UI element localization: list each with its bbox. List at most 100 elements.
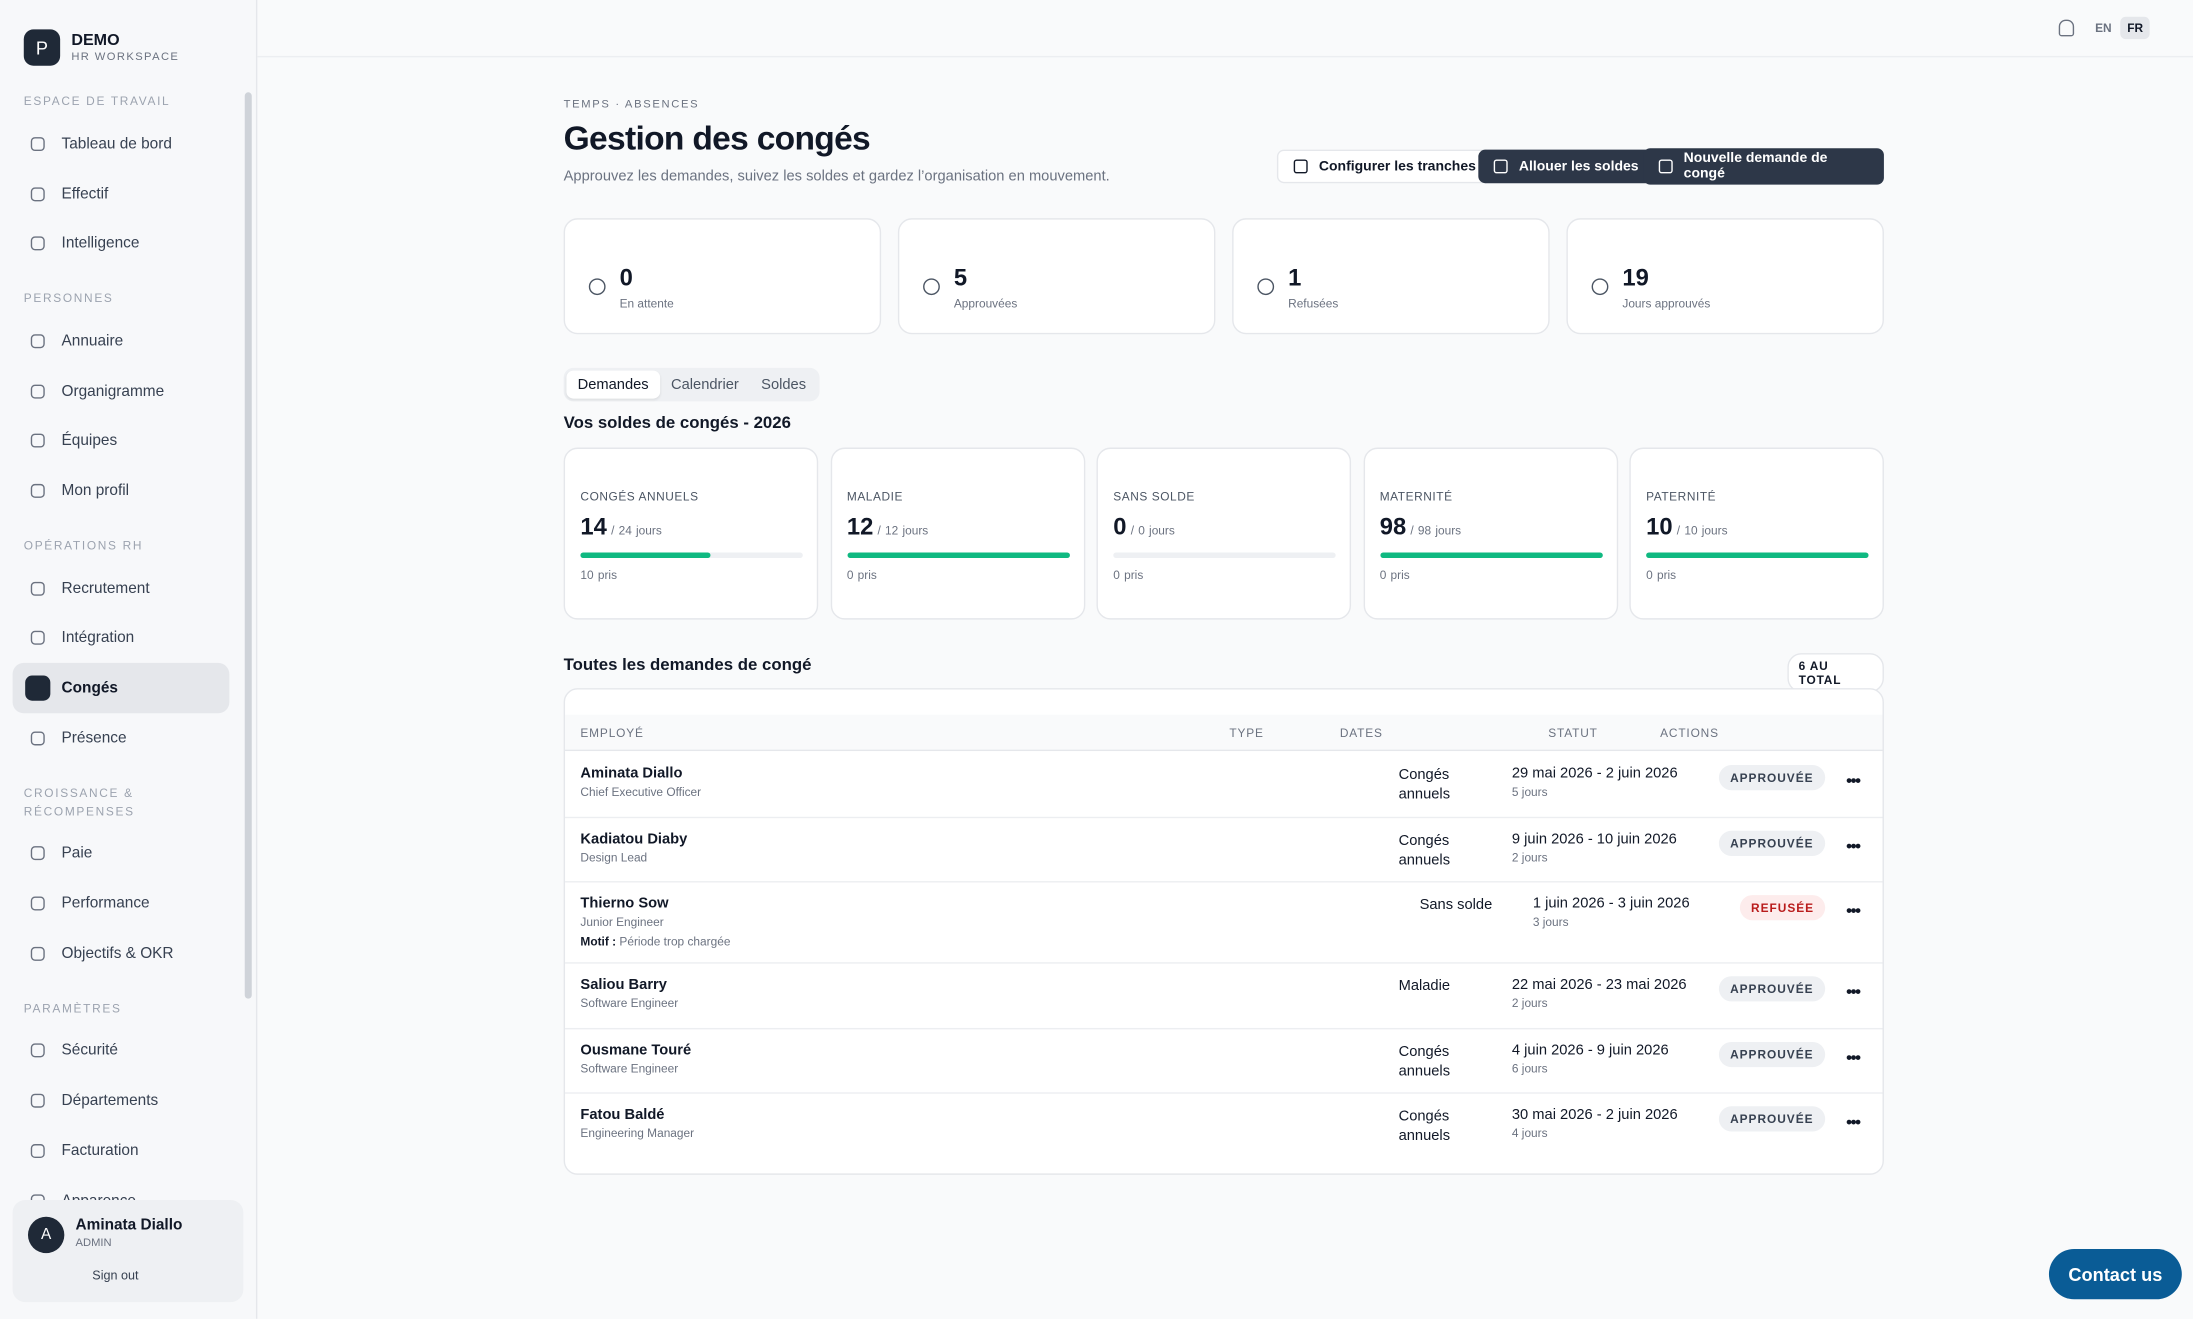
tab[interactable]: Calendrier [671,376,739,394]
nav-item[interactable]: Annuaire [13,316,230,366]
balance-taken: 0 pris [1113,568,1143,582]
row-actions[interactable]: ••• [1846,1111,1861,1132]
status-badge: APPROUVÉE [1718,765,1825,791]
reason-label: Motif : [580,934,617,949]
nav-label: Recrutement [61,579,150,597]
leave-type: Maladie [1398,977,1451,995]
row-actions[interactable]: ••• [1846,900,1861,921]
balance-taken: 0 pris [1646,568,1676,582]
balance-track [846,552,1070,559]
requests-table: EMPLOYÉ TYPE DATES STATUT ACTIONS Aminata Di… [563,688,1884,1175]
nav-icon [25,675,51,701]
nav-item[interactable]: Départements [13,1076,230,1126]
nav-label: Présence [61,729,127,747]
button-icon [1658,159,1673,174]
status-badge: REFUSÉE [1739,895,1826,921]
button-label: Configurer les tranches [1318,158,1476,175]
nav-item[interactable]: Facturation [13,1126,230,1176]
nav-icon [30,483,45,498]
nav-item[interactable]: Sécurité [13,1026,230,1076]
action-button[interactable]: Nouvelle demande de congé [1643,148,1884,185]
nav-item[interactable]: Intelligence [13,219,230,269]
column-header: EMPLOYÉ [580,725,644,740]
page-subtitle: Approuvez les demandes, suivez les solde… [563,167,1110,185]
button-icon [1293,159,1308,174]
balance-amount: 10/10 jours [1646,513,1727,541]
nav-icon [30,581,45,596]
nav-label: Effectif [61,185,109,203]
balance-total: 10 [1684,523,1698,538]
employee-name: Fatou Baldé [580,1106,665,1124]
balance-remaining: 14 [580,513,607,540]
nav-item[interactable]: Organigramme [13,366,230,416]
user-avatar: A [27,1216,65,1254]
nav-item[interactable]: Équipes [13,416,230,466]
language[interactable]: FR [2120,16,2151,40]
request-row: Fatou Baldé Engineering Manager Congés ann… [565,1092,1882,1168]
nav-item[interactable]: Congés [12,663,230,714]
nav-item[interactable]: Recrutement [13,563,230,613]
employee-name: Kadiatou Diaby [580,830,688,847]
brand-text: DEMO HR WORKSPACE [71,32,179,63]
nav-icon [30,896,45,911]
stat-label: En attente [619,296,674,311]
action-button[interactable]: Allouer les soldes [1478,149,1654,184]
nav-label: Annuaire [61,332,124,350]
leave-duration: 4 jours [1511,1125,1548,1140]
employee-role: Junior Engineer [580,914,664,929]
balance-total: 24 [618,523,632,538]
user-name: Aminata Diallo [75,1216,183,1234]
nav-label: Organigramme [61,382,165,400]
stat-icon [923,278,940,296]
nav-item[interactable]: Intégration [13,613,230,663]
taken-unit: pris [1124,567,1144,582]
row-actions[interactable]: ••• [1846,770,1861,791]
row-actions[interactable]: ••• [1846,835,1861,856]
nav-item[interactable]: Effectif [13,169,230,219]
nav-item[interactable]: Mon profil [13,466,230,516]
balance-separator: / [877,523,881,538]
balance-taken: 0 pris [1380,568,1410,582]
nav-item[interactable]: Tableau de bord [13,119,230,169]
nav-icon [30,334,45,349]
balance-taken: 10 pris [580,568,617,582]
action-button[interactable]: Configurer les tranches [1276,149,1493,184]
row-actions[interactable]: ••• [1846,1046,1861,1067]
balance-amount: 98/98 jours [1380,513,1461,541]
balance-card: SANS SOLDE 0/0 jours 0 pris [1096,447,1352,620]
nav-item[interactable]: Objectifs & OKR [13,929,230,979]
nav-item[interactable]: Présence [13,713,230,763]
nav-item[interactable]: Performance [13,879,230,929]
stat-icon [1591,278,1609,296]
notifications[interactable] [2058,19,2075,37]
nav-icon [30,236,45,251]
reason: Motif : Période trop chargée [580,934,730,948]
balance-amount: 0/0 jours [1113,513,1175,541]
balance-unit: jours [1435,523,1462,538]
balance-name: PATERNITÉ [1646,489,1717,504]
leave-type: Sans solde [1419,896,1493,914]
button-label: Allouer les soldes [1518,158,1639,175]
button-label: Nouvelle demande de congé [1683,151,1828,182]
balance-total: 98 [1417,523,1432,538]
language[interactable]: EN [2095,20,2112,35]
brand: P DEMO HR WORKSPACE [23,29,180,66]
sign-out[interactable]: Sign out [92,1268,139,1283]
tab[interactable]: Demandes [566,370,660,399]
tab[interactable]: Soldes [761,376,807,394]
nav-icon [30,1093,45,1108]
nav-label: Équipes [61,432,118,450]
nav-icon [30,433,45,448]
balance-separator: / [1130,523,1135,538]
nav-item[interactable]: Paie [13,829,230,879]
stat-icon [588,278,606,296]
leave-type: Congés annuels [1398,1107,1451,1145]
taken-unit: pris [857,567,877,582]
balance-card: PATERNITÉ 10/10 jours 0 pris [1629,447,1884,620]
request-row: Aminata Diallo Chief Executive Officer Con… [565,751,1883,818]
leave-dates: 22 mai 2026 - 23 mai 2026 [1511,976,1687,994]
contact-button[interactable]: Contact us [2048,1248,2182,1300]
row-actions[interactable]: ••• [1846,981,1861,1002]
status-badge: APPROUVÉE [1718,1041,1825,1067]
balance-track [1379,552,1603,559]
